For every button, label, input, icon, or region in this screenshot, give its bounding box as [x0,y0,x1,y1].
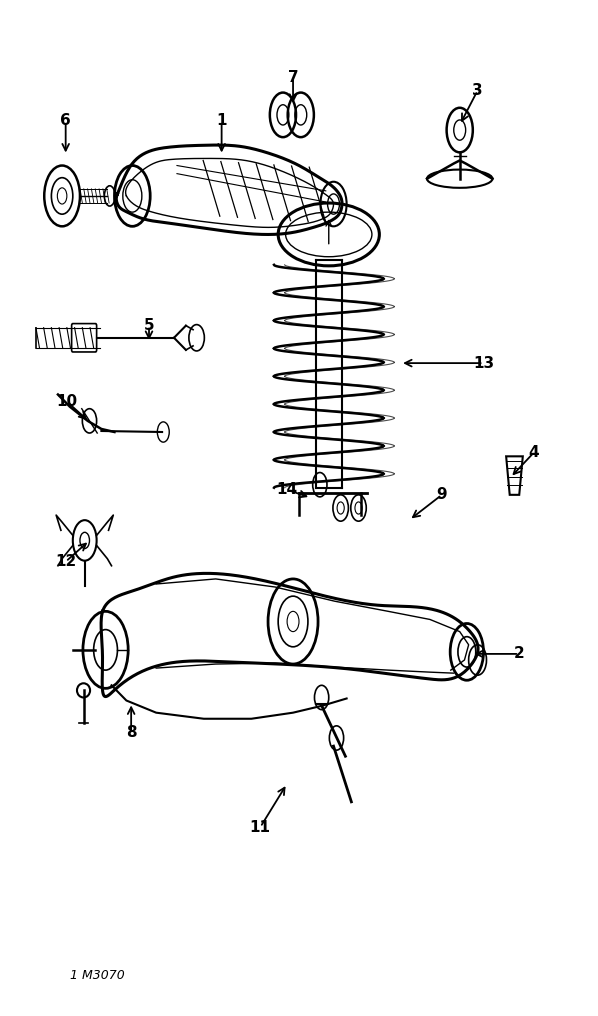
Text: 13: 13 [473,356,494,371]
Text: 11: 11 [250,820,271,835]
Text: 5: 5 [144,318,154,333]
Text: 12: 12 [55,554,77,569]
Text: 9: 9 [437,488,447,502]
Text: 10: 10 [56,394,77,409]
Text: 8: 8 [126,725,136,741]
Text: 1: 1 [216,114,227,128]
Text: 4: 4 [529,445,539,460]
Text: 7: 7 [288,70,298,85]
Text: 6: 6 [60,114,71,128]
Text: 2: 2 [514,646,524,661]
Text: 3: 3 [472,83,483,99]
Text: 14: 14 [276,483,298,497]
Text: 1 M3070: 1 M3070 [70,969,124,982]
